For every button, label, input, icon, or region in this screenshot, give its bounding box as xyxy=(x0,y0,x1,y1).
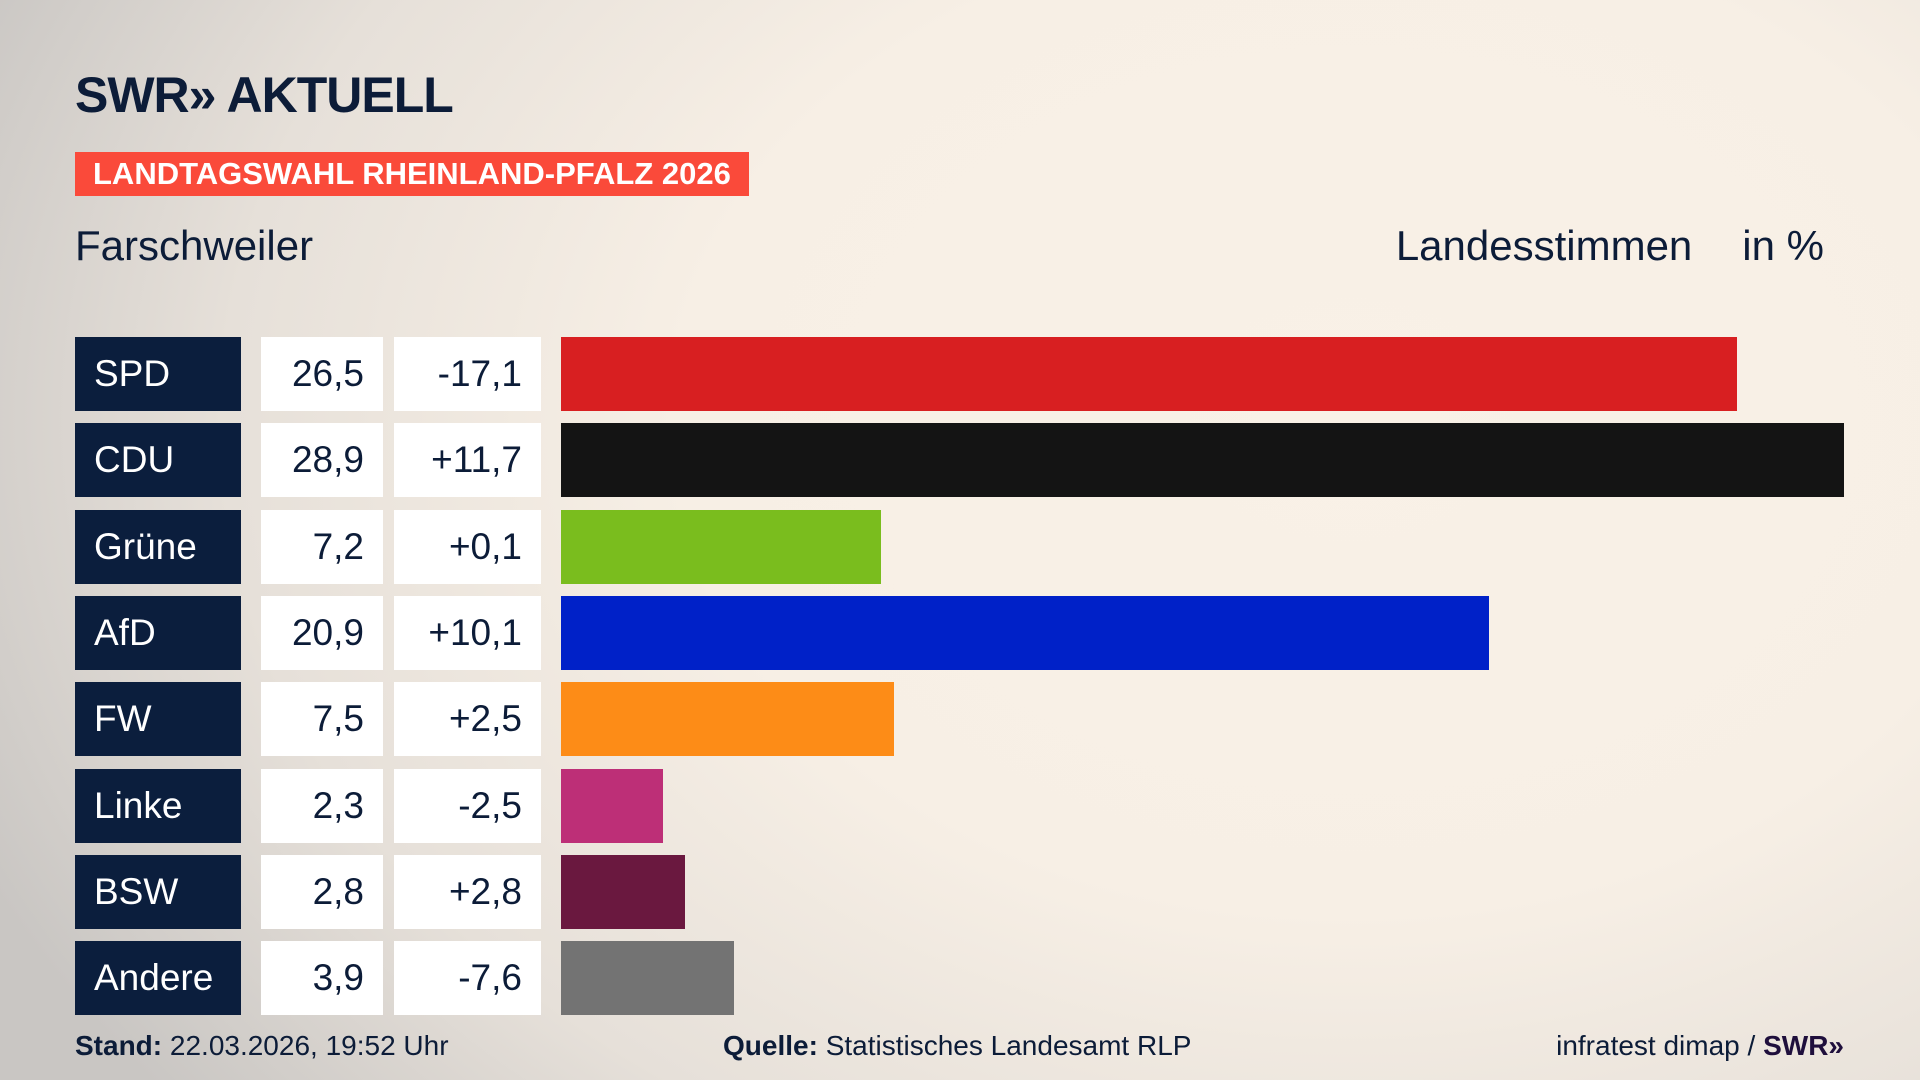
source-value: Statistisches Landesamt RLP xyxy=(825,1030,1192,1061)
timestamp: Stand: 22.03.2026, 19:52 Uhr xyxy=(75,1030,449,1062)
result-row-afd: AfD 20,9 +10,1 xyxy=(0,595,1920,670)
vote-share: 2,8 xyxy=(261,854,383,929)
location-title: Farschweiler xyxy=(75,222,314,269)
result-row-spd: SPD 26,5 -17,1 xyxy=(0,337,1920,411)
result-row-cdu: CDU 28,9 +11,7 xyxy=(0,423,1920,498)
result-row-grüne: Grüne 7,2 +0,1 xyxy=(0,509,1920,584)
party-label: BSW xyxy=(75,854,241,929)
party-label: SPD xyxy=(75,337,241,411)
bar-bsw xyxy=(561,854,686,929)
result-row-andere: Andere 3,9 -7,6 xyxy=(0,941,1920,1016)
stand-label: Stand: xyxy=(75,1030,163,1061)
unit-label: in % xyxy=(1742,222,1824,269)
vote-share: 28,9 xyxy=(261,423,383,498)
vote-share: 20,9 xyxy=(261,595,383,670)
party-label: CDU xyxy=(75,423,241,498)
stand-value: 22.03.2026, 19:52 Uhr xyxy=(169,1030,449,1061)
party-label: Andere xyxy=(75,941,241,1016)
credit: infratest dimap / SWR» xyxy=(1556,1030,1844,1062)
vote-change: +2,5 xyxy=(394,682,541,757)
source-label: Quelle: xyxy=(723,1030,818,1061)
swr-aktuell-logo: SWR» AKTUELL xyxy=(75,67,454,123)
vote-share: 3,9 xyxy=(261,941,383,1016)
vote-change: -17,1 xyxy=(394,337,541,411)
bar-linke xyxy=(561,768,664,843)
bar-andere xyxy=(561,941,735,1016)
party-label: Linke xyxy=(75,768,241,843)
credit-text: infratest dimap / xyxy=(1556,1030,1756,1061)
party-label: AfD xyxy=(75,595,241,670)
vote-share: 7,5 xyxy=(261,682,383,757)
vote-change: +11,7 xyxy=(394,423,541,498)
bar-cdu xyxy=(561,423,1844,498)
bar-grüne xyxy=(561,509,881,584)
result-row-bsw: BSW 2,8 +2,8 xyxy=(0,854,1920,929)
vote-share: 26,5 xyxy=(261,337,383,411)
result-row-fw: FW 7,5 +2,5 xyxy=(0,682,1920,757)
result-row-linke: Linke 2,3 -2,5 xyxy=(0,768,1920,843)
bar-fw xyxy=(561,682,894,757)
election-banner: LANDTAGSWAHL RHEINLAND-PFALZ 2026 xyxy=(75,152,749,196)
vote-change: -2,5 xyxy=(394,768,541,843)
bar-afd xyxy=(561,595,1489,670)
swr-footer-logo: SWR» xyxy=(1763,1030,1844,1061)
source: Quelle: Statistisches Landesamt RLP xyxy=(723,1030,1191,1062)
vote-change: +0,1 xyxy=(394,509,541,584)
vote-share: 2,3 xyxy=(261,768,383,843)
chart-header: Landesstimmen in % xyxy=(1396,222,1824,270)
party-label: Grüne xyxy=(75,509,241,584)
vote-type-label: Landesstimmen xyxy=(1395,222,1693,269)
vote-change: +2,8 xyxy=(394,854,541,929)
bar-spd xyxy=(561,337,1738,411)
vote-change: -7,6 xyxy=(394,941,541,1016)
vote-change: +10,1 xyxy=(394,595,541,670)
vote-share: 7,2 xyxy=(261,509,383,584)
party-label: FW xyxy=(75,682,241,757)
